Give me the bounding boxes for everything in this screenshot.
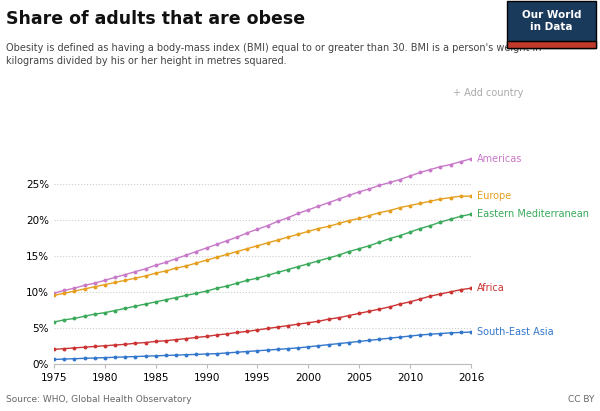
Text: Europe: Europe bbox=[476, 191, 511, 201]
Text: Our World
in Data: Our World in Data bbox=[521, 10, 581, 32]
Text: South-East Asia: South-East Asia bbox=[476, 327, 553, 337]
Text: Africa: Africa bbox=[476, 283, 505, 293]
Text: CC BY: CC BY bbox=[568, 395, 594, 404]
Text: Americas: Americas bbox=[476, 154, 522, 164]
Text: Source: WHO, Global Health Observatory: Source: WHO, Global Health Observatory bbox=[6, 395, 191, 404]
Text: Obesity is defined as having a body-mass index (BMI) equal to or greater than 30: Obesity is defined as having a body-mass… bbox=[6, 43, 542, 66]
Text: Eastern Mediterranean: Eastern Mediterranean bbox=[476, 209, 589, 219]
Text: + Add country: + Add country bbox=[453, 88, 523, 98]
Text: Share of adults that are obese: Share of adults that are obese bbox=[6, 10, 305, 28]
